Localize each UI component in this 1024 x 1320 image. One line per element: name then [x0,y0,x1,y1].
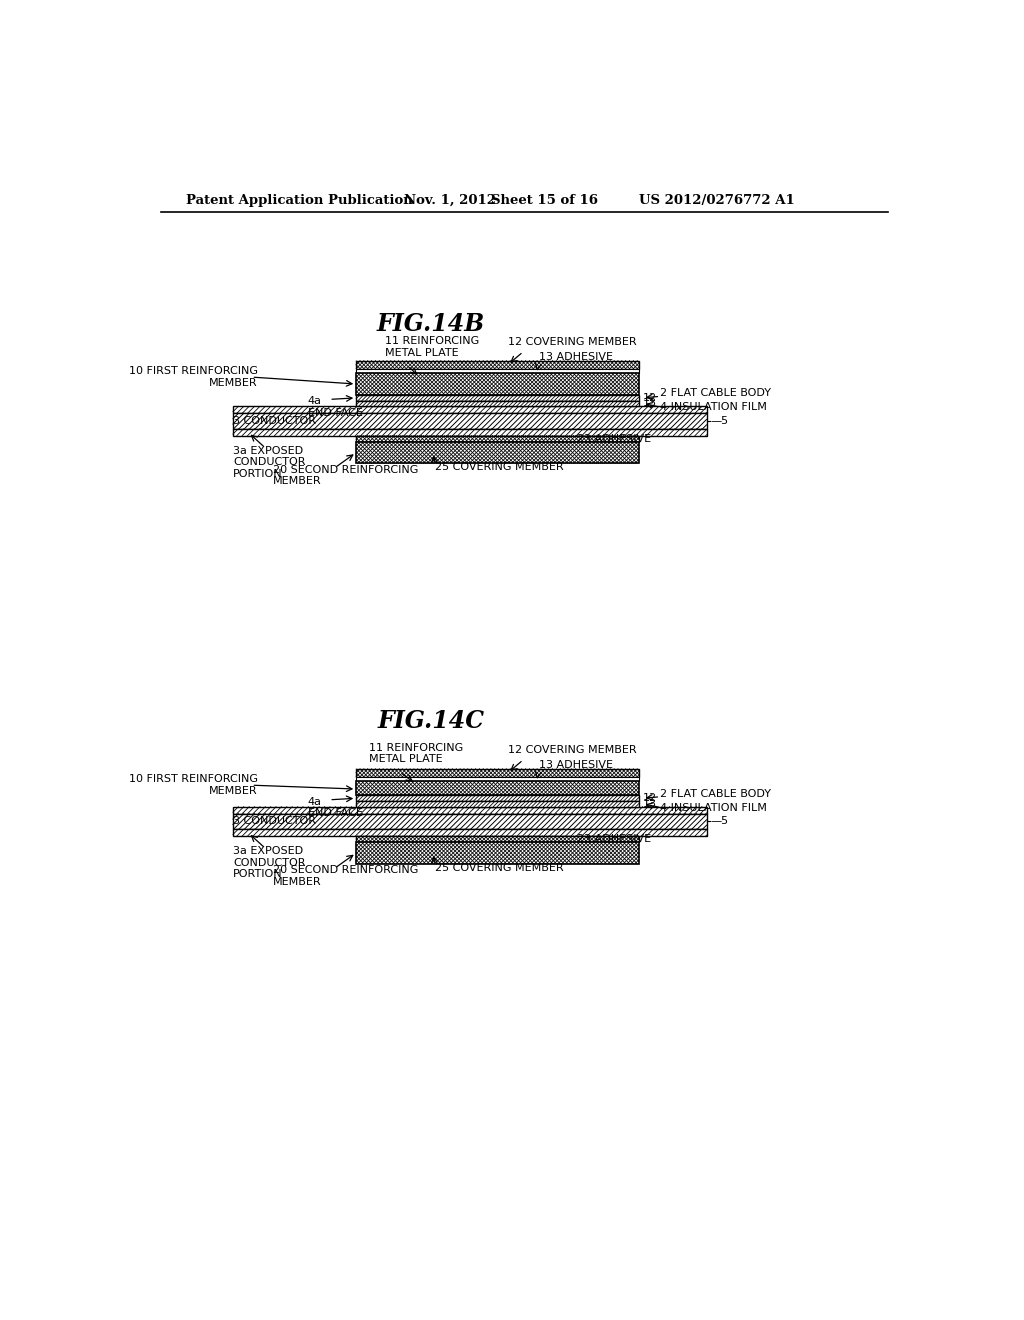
Bar [233,413,707,429]
Bar [356,374,639,395]
Text: 13: 13 [643,399,656,408]
Text: —5: —5 [711,816,728,826]
Text: 20 SECOND REINFORCING
MEMBER: 20 SECOND REINFORCING MEMBER [273,866,419,887]
Text: 3a EXPOSED
CONDUCTOR
PORTION: 3a EXPOSED CONDUCTOR PORTION [233,846,305,879]
Bar [356,770,639,776]
Bar [356,360,639,368]
Text: 25 COVERING MEMBER: 25 COVERING MEMBER [435,862,563,873]
Text: 4 INSULATION FILM: 4 INSULATION FILM [660,403,767,412]
Text: —5: —5 [711,416,728,426]
Text: 20 SECOND REINFORCING
MEMBER: 20 SECOND REINFORCING MEMBER [273,465,419,487]
Bar [356,781,639,795]
Bar [356,836,639,842]
Text: 4a
END FACE: 4a END FACE [307,396,362,418]
Text: 3a EXPOSED
CONDUCTOR
PORTION: 3a EXPOSED CONDUCTOR PORTION [233,446,305,479]
Text: 12 COVERING MEMBER: 12 COVERING MEMBER [508,746,637,755]
Bar [356,436,639,442]
Text: 11 REINFORCING
METAL PLATE: 11 REINFORCING METAL PLATE [385,337,479,358]
Text: 4a
END FACE: 4a END FACE [307,797,362,818]
Bar [356,395,639,401]
Text: 13 ADHESIVE: 13 ADHESIVE [539,760,612,770]
Text: 12: 12 [643,393,656,403]
Text: 2 FLAT CABLE BODY: 2 FLAT CABLE BODY [660,788,771,799]
Bar [356,776,639,781]
Text: 10 FIRST REINFORCING
MEMBER: 10 FIRST REINFORCING MEMBER [129,775,258,796]
Text: 25 COVERING MEMBER: 25 COVERING MEMBER [435,462,563,473]
Text: 23 ADHESIVE: 23 ADHESIVE [578,434,651,444]
Text: US 2012/0276772 A1: US 2012/0276772 A1 [639,194,795,207]
Text: Sheet 15 of 16: Sheet 15 of 16 [490,194,598,207]
Text: 12 COVERING MEMBER: 12 COVERING MEMBER [508,337,637,347]
Bar [233,813,707,829]
Text: 13: 13 [643,799,656,809]
Bar [233,807,707,813]
Bar [356,442,639,463]
Text: 3 CONDUCTOR: 3 CONDUCTOR [233,416,316,426]
Text: 12: 12 [643,793,656,804]
Bar [233,829,707,836]
Bar [356,401,639,407]
Text: Patent Application Publication: Patent Application Publication [186,194,413,207]
Bar [233,429,707,436]
Bar [356,368,639,374]
Text: 10 FIRST REINFORCING
MEMBER: 10 FIRST REINFORCING MEMBER [129,366,258,388]
Bar [356,801,639,807]
Text: FIG.14B: FIG.14B [377,312,485,337]
Text: 23 ADHESIVE: 23 ADHESIVE [578,834,651,843]
Text: 13 ADHESIVE: 13 ADHESIVE [539,352,612,362]
Text: FIG.14C: FIG.14C [378,709,484,733]
Text: 3 CONDUCTOR: 3 CONDUCTOR [233,816,316,826]
Text: 4 INSULATION FILM: 4 INSULATION FILM [660,803,767,813]
Bar [356,842,639,863]
Text: 11 REINFORCING
METAL PLATE: 11 REINFORCING METAL PLATE [370,743,464,764]
Text: Nov. 1, 2012: Nov. 1, 2012 [403,194,496,207]
Bar [233,407,707,413]
Text: 2 FLAT CABLE BODY: 2 FLAT CABLE BODY [660,388,771,399]
Bar [356,795,639,801]
